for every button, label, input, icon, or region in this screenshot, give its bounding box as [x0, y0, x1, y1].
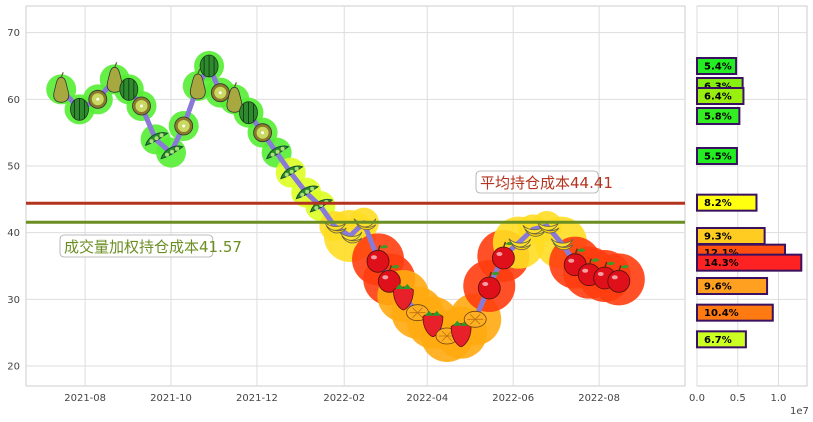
volume-bar: [696, 87, 745, 105]
volume-bars: 5.4%6.3%6.4%5.8%5.5%8.2%9.3%12.1%14.3%9.…: [696, 57, 803, 349]
avg-cost-label-box: [475, 170, 599, 194]
fruit-marker: [226, 82, 243, 113]
volume-bar: [696, 57, 738, 75]
y-tick-label: 70: [7, 28, 20, 39]
main-plot-area: [25, 5, 686, 387]
x-tick-label: 2022-08: [578, 393, 620, 404]
y-tick-label: 60: [7, 95, 20, 106]
fruit-marker: [160, 145, 184, 160]
volume-bar-label: 9.6%: [704, 282, 732, 293]
fruit-marker: [144, 132, 169, 146]
side-x-tick-label: 0.5: [730, 393, 746, 404]
volume-bar-label: 12.1%: [704, 248, 739, 259]
fruit-marker: [132, 96, 151, 116]
x-exponent-label: 1e7: [790, 406, 809, 417]
fruit-marker: [210, 83, 230, 103]
average-cost-lines: 平均持仓成本44.41 成交量加权持仓成本41.57: [26, 170, 685, 258]
volume-bar: [696, 303, 774, 322]
fruit-marker: [174, 116, 194, 136]
y-tick-label: 20: [7, 362, 20, 373]
fruit-marker: [106, 62, 123, 93]
fruit-marker: [477, 271, 501, 300]
fruit-marker: [239, 101, 258, 125]
fruit-marker: [607, 264, 631, 293]
fruit-marker: [53, 72, 70, 103]
avg-cost-label: 平均持仓成本44.41: [480, 174, 613, 192]
fruit-marker: [508, 238, 532, 251]
x-tick-label: 2021-08: [64, 393, 106, 404]
fruit-marker: [295, 185, 320, 200]
volume-bar: [696, 193, 758, 212]
volume-bar-label: 9.3%: [704, 232, 732, 243]
fruit-marker: [265, 145, 290, 160]
y-tick-label: 30: [7, 295, 20, 306]
avg-cost-label: 成交量加权持仓成本41.57: [64, 238, 242, 256]
fruit-marker: [366, 244, 390, 273]
fruit-marker: [280, 165, 304, 180]
volume-bar-label: 5.4%: [704, 62, 732, 73]
fruit-marker: [88, 89, 108, 109]
fruit-marker: [70, 97, 89, 121]
side-axis-ticks: 0.0 0.5 1.0: [689, 393, 786, 404]
main-axis-ticks: 2021-08 2021-10 2021-12 2022-02 2022-04 2022-…: [7, 28, 620, 404]
volume-bar-label: 5.8%: [704, 112, 732, 123]
volume-bar-label: 14.3%: [704, 258, 739, 269]
volume-bar-label: 10.4%: [704, 308, 739, 319]
fruit-marker: [253, 123, 273, 143]
side-x-tick-label: 0.0: [689, 393, 705, 404]
volume-bar: [696, 147, 738, 165]
avg-cost-label-box: [59, 234, 214, 258]
y-tick-label: 40: [7, 228, 20, 239]
x-tick-label: 2022-04: [406, 393, 448, 404]
volume-bar: [696, 277, 769, 295]
fruit-marker-layer: [53, 54, 631, 348]
x-tick-label: 2022-06: [492, 393, 534, 404]
side-x-tick-label: 1.0: [771, 393, 787, 404]
volume-bar-label: 6.7%: [704, 335, 732, 346]
volume-bar: [696, 107, 741, 125]
x-tick-label: 2021-12: [236, 393, 278, 404]
fruit-marker: [463, 310, 487, 328]
fruit-marker: [199, 54, 219, 78]
y-tick-label: 50: [7, 162, 20, 173]
volume-bar-label: 8.2%: [704, 198, 732, 209]
volume-bar-label: 5.5%: [704, 152, 732, 163]
volume-bar-label: 6.4%: [704, 92, 732, 103]
fruit-marker: [189, 68, 206, 100]
fruit-marker: [491, 241, 515, 270]
fruit-marker: [119, 77, 139, 101]
x-tick-label: 2021-10: [150, 393, 192, 404]
fruit-marker: [392, 284, 414, 311]
fruit-marker: [377, 264, 401, 293]
volume-bar: [696, 253, 803, 272]
volume-bar: [696, 330, 747, 349]
fruit-marker: [550, 238, 574, 251]
fruit-marker: [339, 231, 363, 244]
x-tick-label: 2022-02: [323, 393, 365, 404]
